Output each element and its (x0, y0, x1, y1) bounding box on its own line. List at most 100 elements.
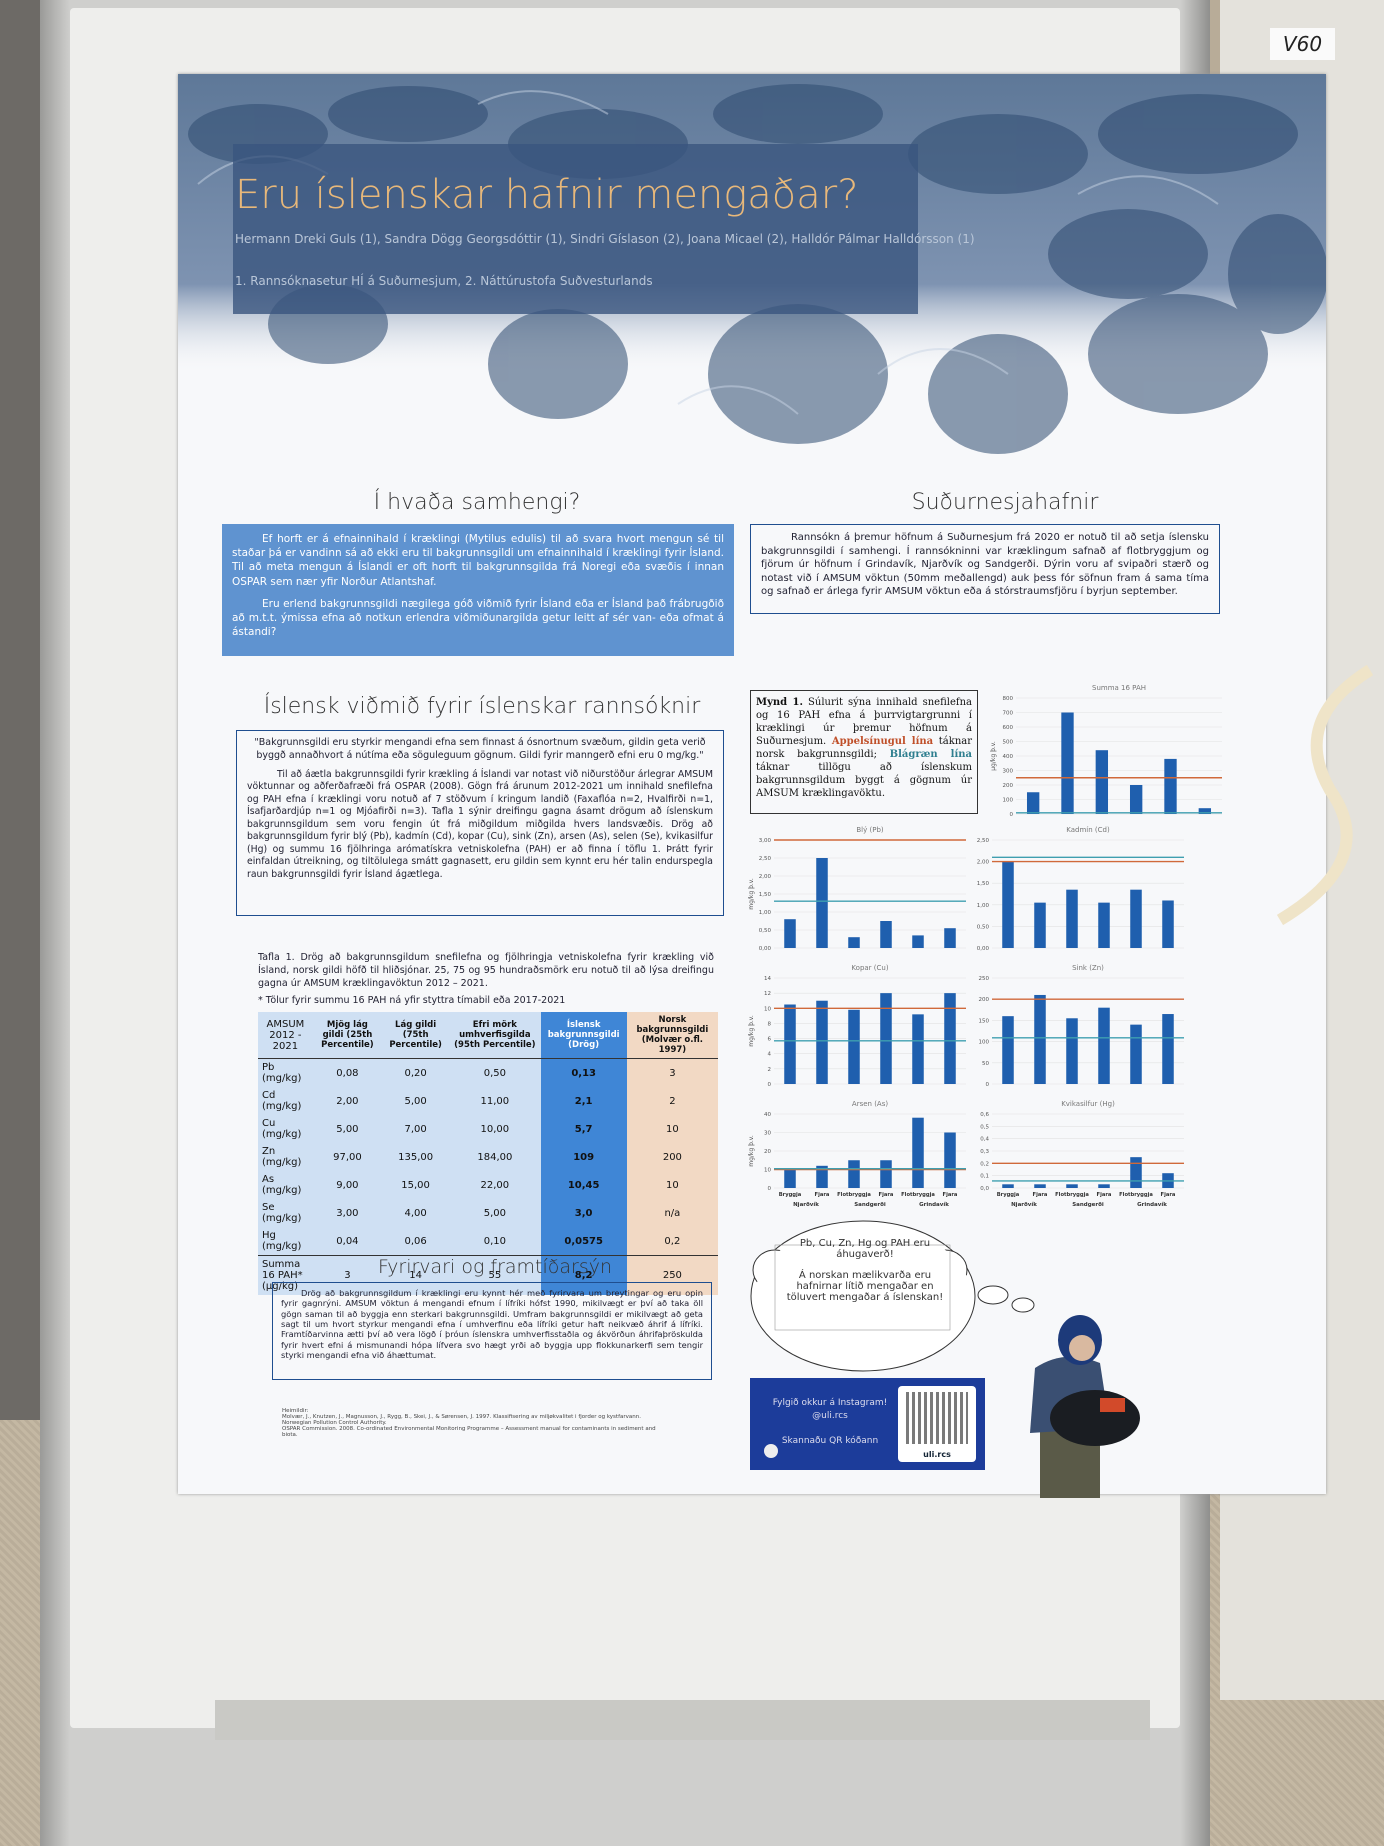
group-label: Njarðvík (1011, 1201, 1037, 1208)
y-tick-label: 2 (768, 1067, 772, 1073)
future-box: Drög að bakgrunnsgildum í kræklingi eru … (272, 1282, 712, 1380)
tag: V60 (1270, 28, 1335, 60)
bar (1034, 1184, 1046, 1188)
header-cell: Lág gildi (75th Percentile) (382, 1012, 450, 1059)
y-tick-label: 100 (979, 1040, 990, 1046)
table-cell: Zn (mg/kg) (262, 1146, 302, 1168)
y-tick-label: 2,50 (977, 838, 990, 844)
x-tick-label: Flotbryggja (837, 1192, 871, 1198)
table-cell: 0,2 (626, 1227, 718, 1256)
table-cell: 14 (382, 1255, 450, 1295)
table-note: * Tölur fyrir summu 16 PAH ná yfir stytt… (258, 995, 566, 1006)
bar (816, 858, 828, 948)
y-tick-label: 200 (979, 997, 990, 1003)
table-cell: 10 (626, 1171, 718, 1199)
table-cell: 11,00 (480, 1095, 510, 1107)
y-tick-label: 50 (982, 1061, 989, 1067)
figure-teal: Blágræn lína (889, 749, 973, 760)
figure-orange: Appelsínugul lína (831, 736, 934, 747)
table-cell: 22,00 (480, 1179, 510, 1191)
table-row: Cu (mg/kg) 5,00 7,00 10,00 5,7 10 (258, 1115, 718, 1143)
y-tick-label: 500 (1003, 740, 1014, 746)
references: Heimildir: Molvær, J., Knutzen, J., Magn… (282, 1408, 662, 1438)
y-tick-label: 0,5 (980, 1124, 989, 1130)
reference: Molvær, J., Knutzen, J., Magnusson, J., … (282, 1414, 641, 1426)
bar (1130, 1157, 1142, 1188)
table-cell: 3,0 (540, 1199, 627, 1227)
poster-title: Eru íslenskar hafnir mengaðar? (235, 172, 859, 218)
small-bubbles (977, 1285, 1035, 1313)
y-tick-label: 0,00 (759, 946, 772, 952)
y-tick-label: 1,50 (977, 881, 990, 887)
references-heading: Heimildir: (282, 1408, 309, 1414)
y-tick-label: 0 (1010, 812, 1014, 818)
y-tick-label: 700 (1003, 711, 1014, 717)
table-cell: 200 (626, 1143, 718, 1171)
table-cell: 9,00 (336, 1179, 359, 1191)
bar (1034, 902, 1046, 948)
y-tick-label: 1,00 (977, 903, 990, 909)
bar (1002, 861, 1014, 948)
y-tick-label: 0 (986, 1082, 990, 1088)
y-tick-label: 0,00 (977, 946, 990, 952)
table-cell: 0,20 (404, 1067, 427, 1079)
y-tick-label: 10 (764, 1168, 771, 1174)
section-heading: Í hvaða samhengi? (373, 490, 581, 515)
table-cell: As (mg/kg) (262, 1174, 302, 1196)
header-cell: AMSUM 2012 - 2021 (258, 1012, 313, 1059)
qr-pattern (906, 1392, 968, 1444)
table-cell: 0,0575 (540, 1227, 627, 1256)
y-tick-label: 3,00 (759, 838, 772, 844)
bar (1130, 1024, 1142, 1084)
table-cell: 5,00 (483, 1207, 506, 1219)
table-cell: 3,00 (336, 1207, 359, 1219)
y-tick-label: 0,0 (980, 1186, 989, 1192)
x-tick-label: Fjara (879, 1192, 894, 1198)
x-tick-label: Fjara (1033, 1192, 1048, 1198)
social-line: Skannaðu QR kóðann (781, 1436, 879, 1446)
bar (1002, 1016, 1014, 1084)
authors: Hermann Dreki Guls (1), Sandra Dögg Geor… (235, 232, 975, 246)
bar (880, 1160, 892, 1188)
y-tick-label: 1,00 (759, 910, 772, 916)
figure-text: Súlurit sýna innihald snefilefna og 16 P… (756, 697, 972, 747)
bar (1130, 889, 1142, 948)
bar (1164, 758, 1177, 814)
table-cell: 2,1 (540, 1087, 627, 1115)
bar (944, 1132, 956, 1188)
y-tick-label: 0 (768, 1186, 772, 1192)
chart-title: Kopar (Cu) (851, 964, 888, 972)
icelandic-box: "Bakgrunnsgildi eru styrkir mengandi efn… (236, 730, 724, 916)
table-row: Se (mg/kg) 3,00 4,00 5,00 3,0 n/a (258, 1199, 718, 1227)
y-tick-label: 40 (764, 1112, 771, 1118)
y-tick-label: 0,50 (977, 924, 990, 930)
bar (1066, 1018, 1078, 1084)
reference: OSPAR Commission. 2008. Co-ordinated Env… (282, 1426, 656, 1438)
y-tick-label: 300 (1003, 769, 1014, 775)
x-tick-label: Flotbryggja (1055, 1192, 1089, 1198)
board-rail (215, 1700, 1150, 1740)
bar (880, 993, 892, 1084)
bar (784, 1169, 796, 1188)
header-cell: Norsk bakgrunnsgildi (Molvær o.fl. 1997) (626, 1012, 718, 1059)
bar (816, 1165, 828, 1188)
group-label: Grindavík (1137, 1201, 1167, 1208)
y-tick-label: 8 (768, 1021, 772, 1027)
bar (848, 1160, 860, 1188)
y-tick-label: 30 (764, 1131, 771, 1137)
table-cell: 2,00 (336, 1095, 359, 1107)
chart-title: Blý (Pb) (856, 826, 884, 834)
table-cell: 0,50 (483, 1067, 506, 1079)
figure-label: Mynd 1. (756, 697, 803, 708)
section-heading: Suðurnesjahafnir (911, 490, 1099, 515)
table-cell: Se (mg/kg) (262, 1202, 302, 1224)
qr-label: uli.rcs (923, 1450, 951, 1459)
x-tick-label: Fjara (1161, 1192, 1176, 1198)
figure-text: táknar norsk bakgrunnsgildi; (756, 736, 973, 760)
group-label: Njarðvík (793, 1201, 819, 1208)
bar (912, 1117, 924, 1188)
group-label: Sandgerði (1072, 1202, 1104, 1208)
chart-title: Arsen (As) (852, 1100, 888, 1108)
